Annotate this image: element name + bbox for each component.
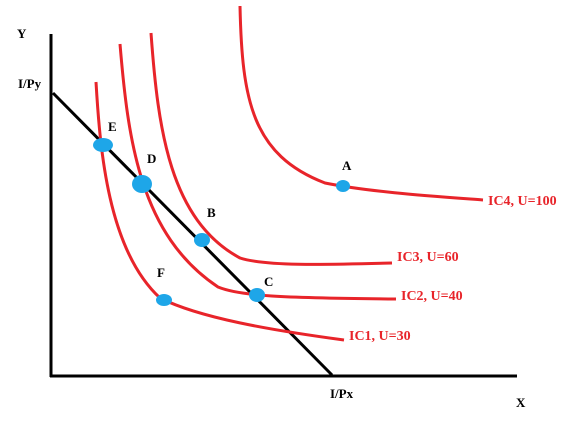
indifference-curve-ic4 — [238, 5, 484, 202]
indifference-curve-ic2 — [118, 43, 397, 301]
y-axis-label: Y — [17, 26, 27, 41]
ic2-label: IC2, U=40 — [401, 289, 463, 304]
point-a-marker — [336, 180, 350, 192]
point-d-label: D — [147, 151, 156, 166]
indifference-curve-ic3 — [149, 32, 393, 266]
y-intercept-label: I/Py — [18, 76, 42, 91]
x-axis-label: X — [516, 395, 526, 410]
point-d-marker — [132, 175, 152, 193]
point-f-label: F — [157, 265, 165, 280]
ic1-label: IC1, U=30 — [349, 329, 411, 344]
point-f-marker — [156, 294, 172, 306]
point-b-marker — [194, 233, 210, 247]
point-a-label: A — [342, 158, 352, 173]
x-intercept-label: I/Px — [330, 386, 354, 401]
indifference-curve-ic1 — [94, 81, 345, 342]
ic3-label: IC3, U=60 — [397, 250, 459, 265]
point-e-label: E — [108, 119, 117, 134]
point-e-marker — [93, 138, 113, 152]
point-b-label: B — [207, 205, 216, 220]
point-c-label: C — [264, 274, 273, 289]
ic4-label: IC4, U=100 — [488, 194, 557, 209]
point-c-marker — [249, 288, 265, 302]
